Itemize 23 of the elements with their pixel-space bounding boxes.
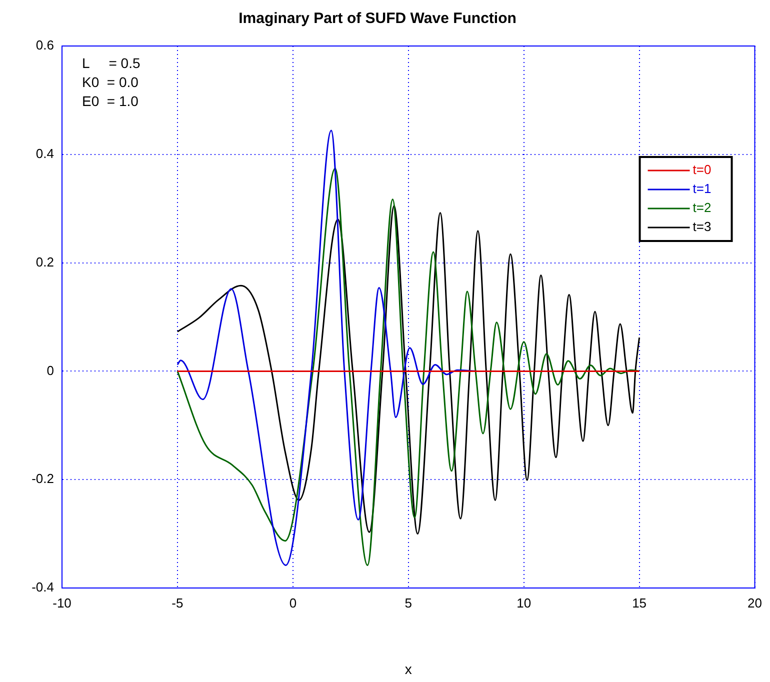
line-series bbox=[176, 205, 640, 535]
y-tick-label: 0.4 bbox=[36, 146, 54, 161]
annotation: L = 0.5 bbox=[82, 54, 140, 71]
annotation: K0 = 0.0 bbox=[82, 74, 139, 90]
x-tick-label: 5 bbox=[404, 595, 412, 610]
x-tick-label: 10 bbox=[516, 595, 532, 610]
x-tick-label: -5 bbox=[172, 595, 184, 610]
y-tick-label: -0.2 bbox=[32, 471, 54, 486]
x-tick-label: 20 bbox=[748, 595, 762, 610]
legend-label: t=3 bbox=[692, 219, 712, 234]
x-tick-label: 15 bbox=[632, 595, 647, 610]
x-axis-title: x bbox=[404, 660, 412, 677]
annotation: E0 = 1.0 bbox=[82, 92, 139, 109]
legend-label: t=0 bbox=[692, 162, 712, 178]
y-tick-label: 0 bbox=[46, 362, 54, 378]
y-tick-label: 0.2 bbox=[36, 254, 54, 270]
legend-label: t=1 bbox=[692, 181, 712, 196]
legend-label: t=2 bbox=[692, 200, 712, 216]
y-tick-label: 0.6 bbox=[36, 38, 54, 53]
x-tick-label: -10 bbox=[52, 595, 72, 610]
chart-title: Imaginary Part of SUFD Wave Function bbox=[238, 10, 516, 28]
y-tick-label: -0.4 bbox=[32, 580, 54, 595]
x-tick-label: 0 bbox=[289, 595, 297, 610]
